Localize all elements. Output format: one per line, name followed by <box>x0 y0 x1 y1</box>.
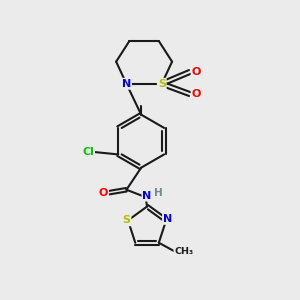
Text: O: O <box>99 188 108 198</box>
Text: S: S <box>122 215 130 225</box>
Text: S: S <box>158 79 166 89</box>
Text: O: O <box>191 67 201 77</box>
Text: N: N <box>122 79 131 89</box>
Text: CH₃: CH₃ <box>174 247 194 256</box>
Text: N: N <box>142 190 152 201</box>
Text: Cl: Cl <box>82 147 94 157</box>
Text: H: H <box>154 188 162 198</box>
Text: N: N <box>163 214 172 224</box>
Text: O: O <box>191 89 201 99</box>
